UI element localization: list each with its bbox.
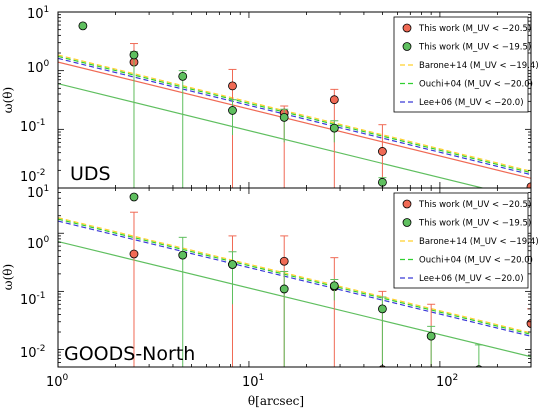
fit-line-1 [58,83,485,188]
model-line-0 [58,217,531,334]
data-point-1-4 [329,281,339,291]
ytick-label-goods-2: 10-1 [20,291,46,308]
data-point-1-6 [426,331,436,341]
axis-ticks [57,11,532,368]
data-point-1-1 [178,250,188,260]
ytick-label-uds-1: 100 [27,59,50,76]
data-point-1-2 [228,260,237,269]
data-point-1-4 [279,112,289,122]
ytick-label-uds-3: 10-2 [20,168,46,185]
data-point-0-1 [228,81,237,91]
ytick-label-goods-top: 101 [27,184,49,201]
ytick-label-goods-3: 10-2 [20,344,46,361]
data-point-1-3 [279,284,289,294]
panel-label-goods-north: GOODS-North [64,343,195,365]
x-axis-label: θ[arcsec] [248,394,304,408]
panel-label-uds: UDS [70,163,111,185]
data-point-0-5 [526,182,531,188]
legend-entry-1: This work (M_UV < −19.5) [418,219,531,229]
legend-entry-2: Barone+14 (M_UV < −19.4) [419,237,538,247]
panel-uds-plot [58,21,531,188]
fit-line-0 [58,61,531,179]
legend-entry-1: This work (M_UV < −19.5) [418,43,531,53]
ytick-label-uds-2: 10-1 [20,118,46,135]
data-point-0-4 [378,147,387,156]
data-point-1-2 [178,71,188,81]
model-line-2 [58,220,531,337]
model-line-2 [58,57,531,176]
panel-goods-north-plot [58,192,531,384]
xtick-label-0: 100 [46,373,69,390]
ytick-label-goods-1: 100 [27,235,50,252]
legend-entry-4: Lee+06 (M_UV < −20.0) [419,98,524,108]
legend-entry-0: This work (M_UV < −20.5) [418,24,531,34]
xtick-label-2: 102 [436,373,458,390]
ytick-label-uds-top: 101 [27,5,49,22]
data-point-0-2 [279,256,289,266]
legend-marker-1 [402,218,412,227]
model-line-1 [58,218,531,335]
legend-entry-0: This work (M_UV < −20.5) [418,200,531,210]
data-point-1-3 [228,106,237,115]
data-point-0-3 [329,95,339,105]
y-axis-label-uds: ω(θ) [1,87,15,113]
data-point-1-0 [78,21,88,31]
data-point-1-5 [378,304,387,314]
model-line-0 [58,54,531,172]
legend-marker-0 [402,199,412,209]
data-point-1-0 [129,192,139,202]
legend-entry-2: Barone+14 (M_UV < −19.4) [419,61,538,71]
legend-goods-north: This work (M_UV < −20.5) This work (M_UV … [393,192,538,289]
legend-box [393,192,529,289]
data-point-1-1 [129,50,139,60]
data-point-0-5 [427,376,435,384]
legend-entry-3: Ouchi+04 (M_UV < −20.0) [419,256,533,266]
fit-line-0 [58,240,531,358]
data-point-1-5 [329,123,339,133]
legend-marker-1 [402,42,412,51]
legend-uds: This work (M_UV < −20.5) This work (M_UV … [393,16,538,113]
y-axis-label-goods-north: ω(θ) [1,264,15,290]
xtick-label-1: 101 [242,373,264,390]
legend-entry-3: Ouchi+04 (M_UV < −20.0) [419,80,533,90]
data-point-0-0 [129,249,139,259]
legend-entry-4: Lee+06 (M_UV < −20.0) [419,274,524,284]
panel-goods-north-frame [57,187,532,368]
legend-marker-0 [402,23,412,33]
model-line-1 [58,55,531,174]
legend-box [393,16,529,113]
